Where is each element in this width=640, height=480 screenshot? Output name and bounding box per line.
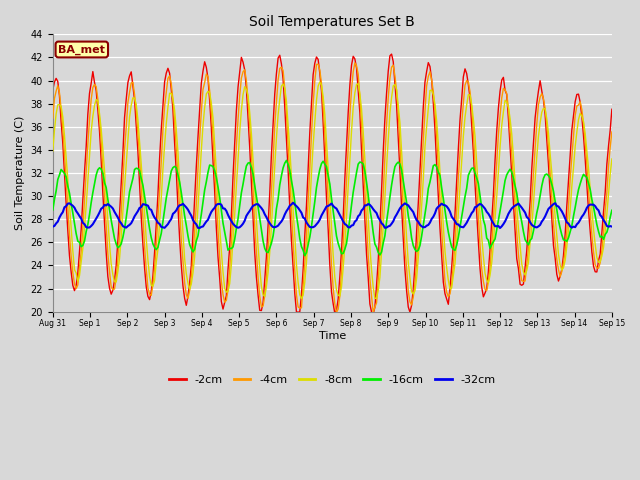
- X-axis label: Time: Time: [319, 331, 346, 341]
- Legend: -2cm, -4cm, -8cm, -16cm, -32cm: -2cm, -4cm, -8cm, -16cm, -32cm: [164, 371, 500, 389]
- Title: Soil Temperatures Set B: Soil Temperatures Set B: [250, 15, 415, 29]
- Y-axis label: Soil Temperature (C): Soil Temperature (C): [15, 116, 25, 230]
- Text: BA_met: BA_met: [58, 44, 105, 55]
